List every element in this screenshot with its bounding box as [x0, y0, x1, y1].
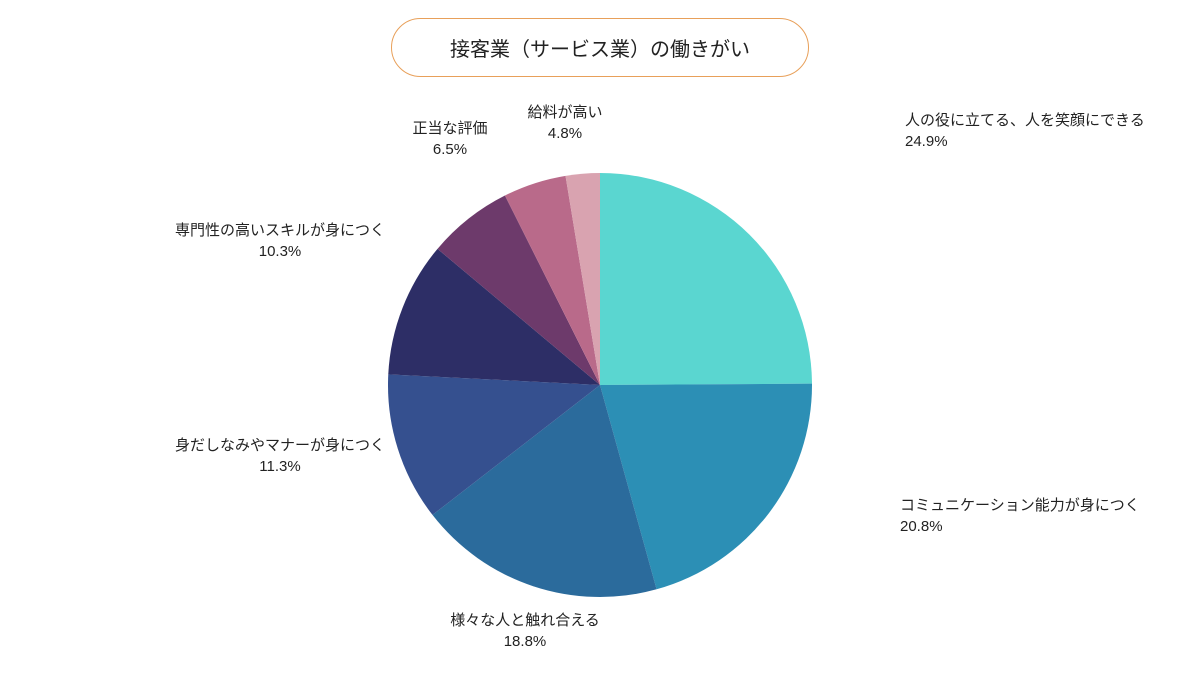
slice-label-text: 身だしなみやマナーが身につく — [175, 435, 385, 456]
slice-label-text: 人の役に立てる、人を笑顔にできる — [905, 110, 1145, 131]
pie-slice — [600, 173, 812, 385]
slice-label-percent: 18.8% — [450, 631, 600, 652]
slice-label-text: コミュニケーション能力が身につく — [900, 495, 1140, 516]
pie-slice-label: 様々な人と触れ合える18.8% — [450, 610, 600, 652]
slice-label-percent: 11.3% — [175, 456, 385, 477]
pie-slice-label: コミュニケーション能力が身につく20.8% — [900, 495, 1140, 537]
pie-slice-label: 正当な評価6.5% — [412, 118, 487, 160]
slice-label-percent: 6.5% — [412, 139, 487, 160]
slice-label-text: 給料が高い — [527, 102, 602, 123]
pie-slice-label: 人の役に立てる、人を笑顔にできる24.9% — [905, 110, 1145, 152]
slice-label-percent: 4.8% — [527, 123, 602, 144]
slice-label-text: 様々な人と触れ合える — [450, 610, 600, 631]
pie-slice-label: 給料が高い4.8% — [527, 102, 602, 144]
slice-label-text: 専門性の高いスキルが身につく — [175, 220, 385, 241]
slice-label-text: 正当な評価 — [412, 118, 487, 139]
pie-slice-label: 専門性の高いスキルが身につく10.3% — [175, 220, 385, 262]
slice-label-percent: 24.9% — [905, 131, 1145, 152]
pie-chart-container: 人の役に立てる、人を笑顔にできる24.9% コミュニケーション能力が身につく20.… — [0, 0, 1200, 675]
slice-label-percent: 10.3% — [175, 241, 385, 262]
slice-label-percent: 20.8% — [900, 516, 1140, 537]
pie-slice-label: 身だしなみやマナーが身につく11.3% — [175, 435, 385, 477]
